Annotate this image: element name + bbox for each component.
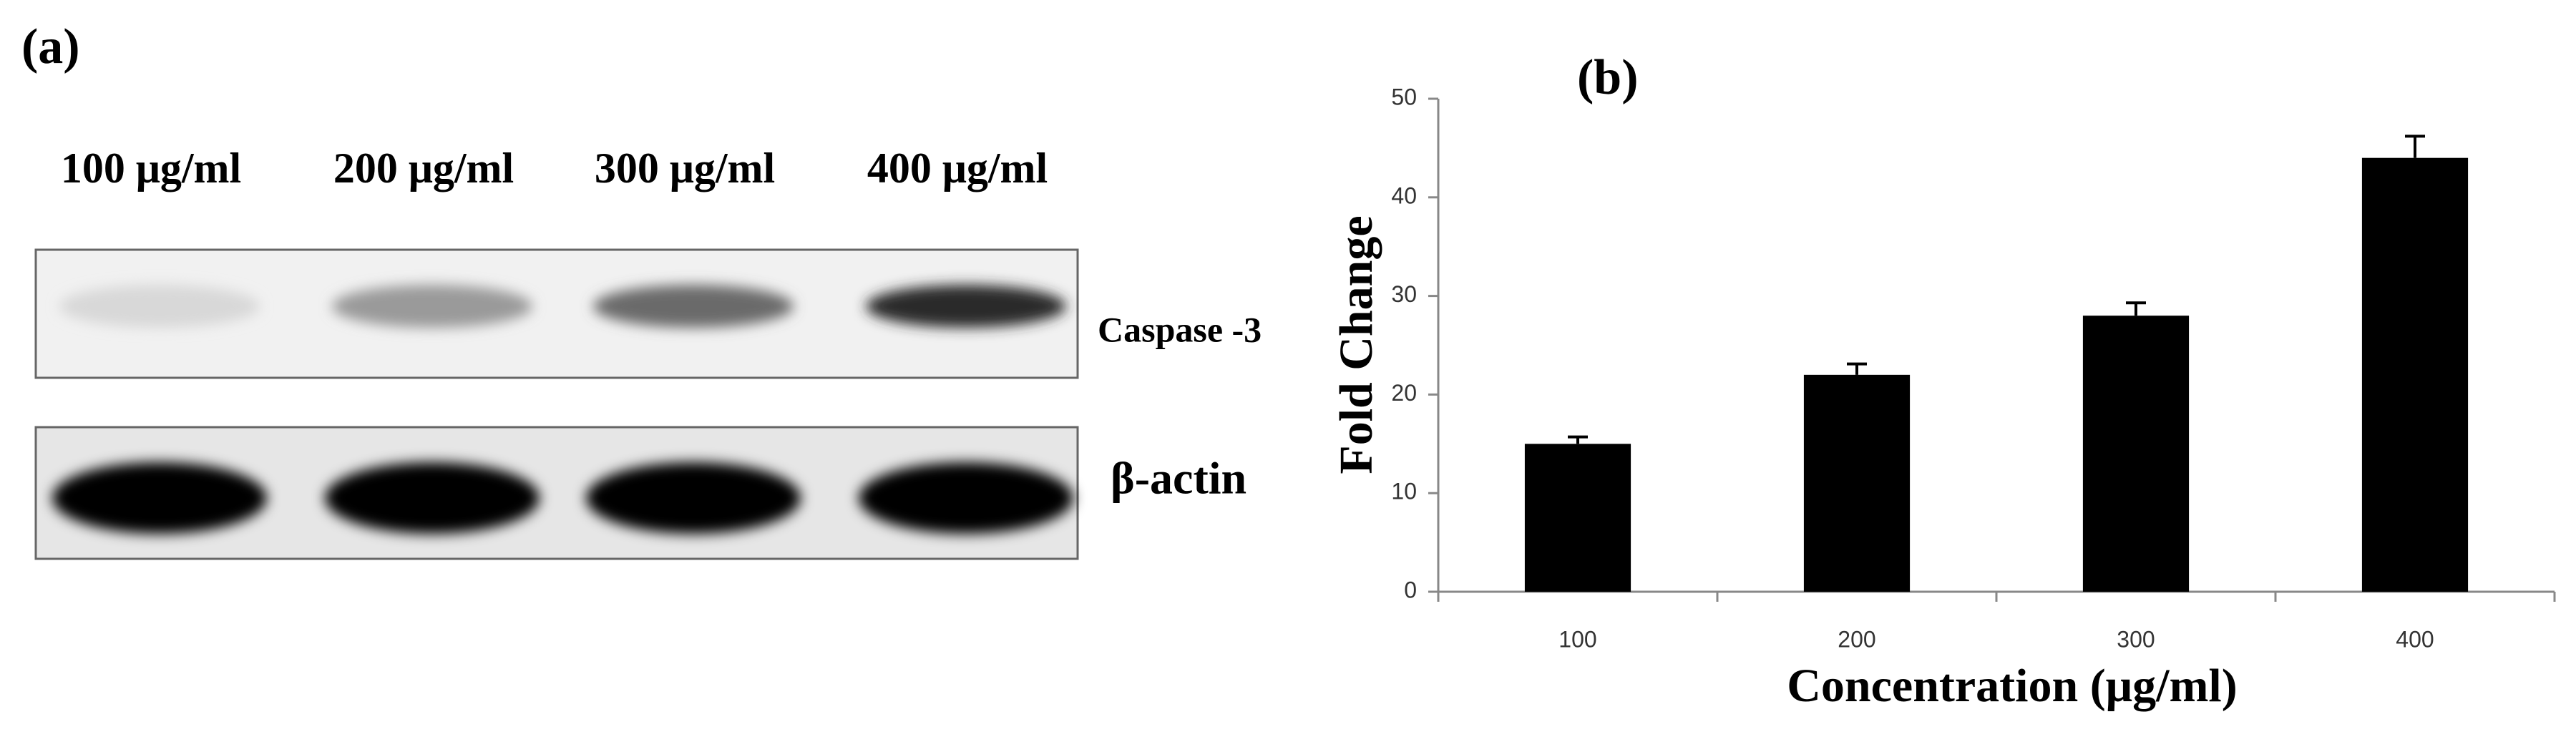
error-bar [1847, 362, 1867, 375]
band [586, 462, 801, 534]
bar-chart: (b) Concentration (μg/ml) Fold Change 0 1… [1330, 50, 2556, 712]
band [52, 462, 267, 534]
band [59, 285, 260, 328]
protein-label: β-actin [1111, 453, 1246, 504]
band [332, 285, 532, 328]
lane-labels: 100 μg/ml 200 μg/ml 300 μg/ml 400 μg/ml [61, 145, 1048, 192]
y-tick-label: 20 [1391, 380, 1417, 406]
x-tick-label: 200 [1838, 626, 1875, 652]
bar [1524, 444, 1631, 592]
lane-label: 200 μg/ml [333, 145, 514, 192]
y-tick-label: 40 [1391, 182, 1417, 208]
y-tick-label: 0 [1404, 577, 1417, 602]
x-tick-label: 100 [1558, 626, 1596, 652]
protein-label: Caspase -3 [1098, 309, 1262, 349]
error-bar [2405, 135, 2425, 158]
panel-label: (b) [1577, 50, 1639, 105]
band [593, 285, 794, 328]
x-tick-label: 400 [2396, 626, 2434, 652]
y-tick-label: 10 [1391, 479, 1417, 504]
band [866, 285, 1066, 328]
y-tick-label: 50 [1391, 84, 1417, 109]
panel-label: (a) [21, 19, 80, 74]
error-bar [1568, 435, 1588, 444]
band [859, 462, 1073, 534]
bar [2361, 157, 2469, 592]
bands [52, 285, 1073, 534]
error-bar [2126, 301, 2146, 316]
x-axis-label: Concentration (μg/ml) [1787, 660, 2237, 712]
bar [2082, 316, 2190, 592]
y-axis-label: Fold Change [1330, 215, 1382, 474]
bar [1803, 374, 1911, 592]
lane-label: 100 μg/ml [61, 145, 241, 192]
x-tick-label: 300 [2117, 626, 2155, 652]
y-tick-label: 30 [1391, 281, 1417, 307]
band [325, 462, 540, 534]
lane-label: 400 μg/ml [867, 145, 1048, 192]
lane-label: 300 μg/ml [595, 145, 775, 192]
